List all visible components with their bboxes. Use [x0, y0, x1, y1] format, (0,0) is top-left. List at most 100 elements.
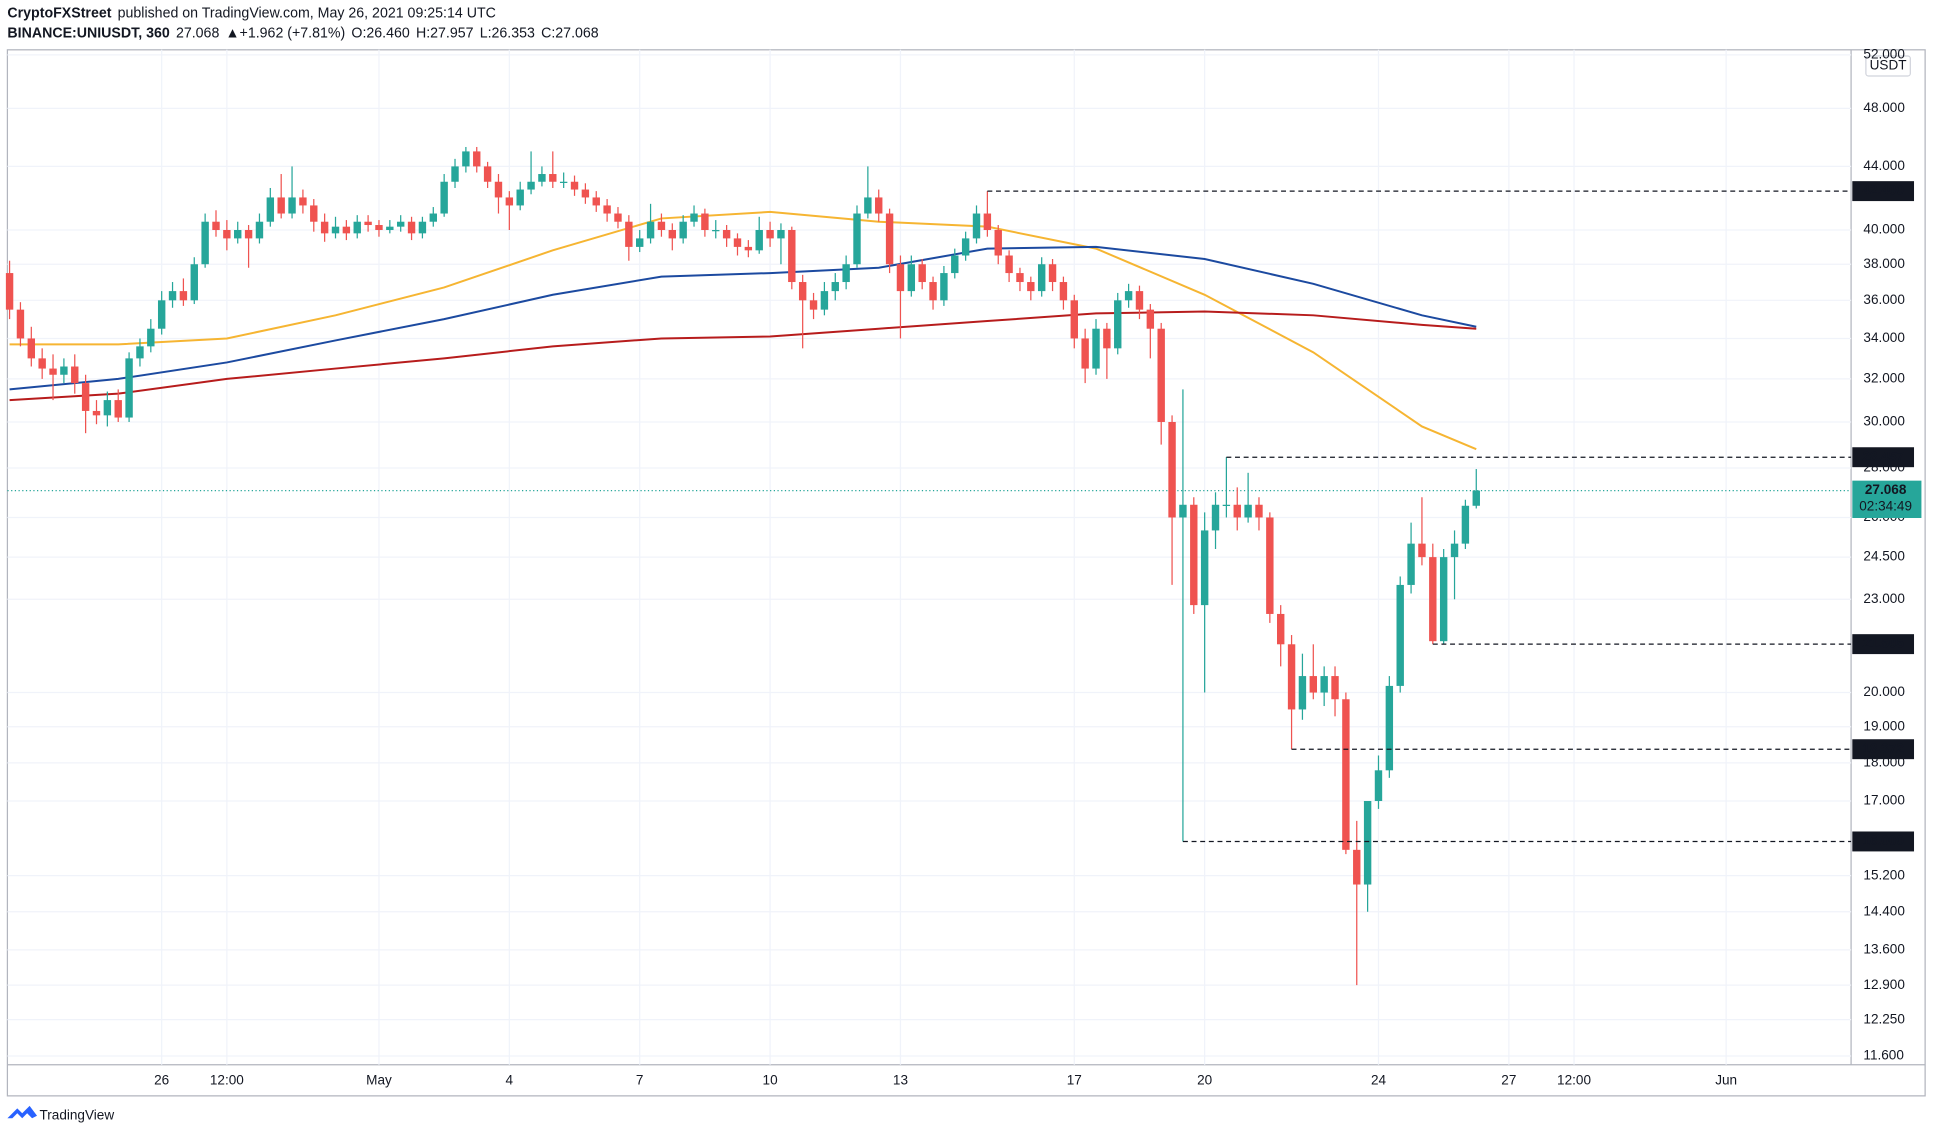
candle-body — [820, 291, 829, 310]
candle-body — [331, 226, 340, 234]
header-change: ▲+1.962 (+7.81%) — [226, 25, 346, 41]
candle-body — [712, 230, 720, 232]
candle-body — [5, 273, 14, 310]
last-price-label: 27.068 — [1865, 482, 1907, 497]
candle-body — [549, 174, 557, 182]
candle-body — [1255, 504, 1263, 518]
candle-body — [1222, 504, 1231, 507]
candle-body — [353, 221, 361, 234]
candle-body — [92, 410, 101, 416]
candle-body — [798, 282, 807, 301]
candle-body — [1266, 517, 1274, 614]
candle-body — [212, 221, 220, 231]
candle-body — [320, 221, 329, 234]
y-tick-label: 32.000 — [1863, 370, 1905, 385]
level-label-box — [1852, 634, 1915, 655]
candle-body — [875, 197, 883, 214]
y-tick-label: 12.250 — [1863, 1011, 1905, 1026]
candle-body — [1385, 685, 1394, 771]
candle-body — [255, 221, 264, 239]
candle-body — [1124, 291, 1133, 301]
frame — [6, 49, 1926, 1097]
candle-body — [1472, 490, 1480, 506]
x-tick-label: 12:00 — [1557, 1072, 1591, 1087]
candle-body — [179, 291, 188, 301]
candle-body — [483, 166, 492, 182]
candle-body — [1103, 328, 1111, 349]
candle-body — [559, 181, 568, 183]
candle-body — [234, 230, 242, 239]
unit-label: USDT — [1870, 58, 1908, 73]
x-tick-label: 12:00 — [210, 1072, 244, 1087]
y-tick-label: 19.000 — [1863, 718, 1905, 733]
candle-body — [375, 225, 383, 231]
x-tick-label: 17 — [1067, 1072, 1082, 1087]
candle-body — [49, 368, 57, 375]
moving-average — [9, 210, 1477, 451]
header-author: CryptoFXStreet — [7, 5, 111, 21]
candle-body — [1157, 328, 1165, 422]
candle-body — [918, 264, 926, 283]
candle-body — [440, 181, 448, 214]
y-tick-label: 34.000 — [1863, 330, 1905, 345]
candle-body — [679, 221, 687, 239]
header-price: 27.068 — [176, 25, 219, 41]
moving-average — [9, 245, 1477, 391]
candle-body — [1092, 328, 1100, 369]
header-symbol: BINANCE:UNIUSDT, 360 — [7, 25, 169, 41]
candle-body — [299, 197, 307, 206]
candles — [5, 146, 1480, 986]
candle-body — [994, 230, 1002, 256]
candle-body — [1070, 300, 1078, 339]
x-tick-label: 4 — [506, 1072, 514, 1087]
y-tick-label: 17.000 — [1863, 793, 1905, 808]
candle-body — [1374, 770, 1383, 801]
candle-body — [701, 213, 709, 231]
candle-body — [809, 300, 818, 310]
candle-body — [951, 255, 959, 274]
candle-body — [266, 197, 275, 222]
candle-body — [1396, 584, 1404, 686]
candle-body — [570, 181, 579, 190]
candle-body — [386, 226, 394, 231]
brand: TradingView — [7, 1105, 114, 1122]
candle-body — [603, 205, 611, 214]
candle-body — [168, 291, 177, 301]
candle-body — [1461, 505, 1470, 544]
candle-body — [1244, 504, 1252, 518]
candle-body — [1342, 699, 1350, 850]
candle-body — [864, 197, 872, 214]
y-tick-label: 11.600 — [1863, 1048, 1904, 1063]
header-open: O:26.460 — [351, 25, 409, 41]
moving-average — [9, 310, 1477, 402]
candle-body — [592, 197, 600, 206]
candle-body — [885, 213, 894, 265]
candle-body — [27, 338, 36, 359]
candle-body — [1363, 800, 1372, 885]
candle-body — [1081, 338, 1089, 369]
candle-body — [961, 238, 970, 256]
level-label: 16.000 — [1862, 833, 1904, 848]
candle-body — [744, 246, 753, 251]
candle-body — [1418, 543, 1426, 558]
candle-body — [1016, 273, 1024, 283]
candle-body — [60, 366, 68, 375]
x-tick-label: May — [366, 1072, 392, 1087]
candle-body — [396, 221, 405, 227]
grid — [7, 49, 1852, 1065]
candle-body — [451, 166, 459, 182]
candle-body — [1450, 543, 1459, 558]
candle-body — [766, 230, 774, 239]
header-close: C:27.068 — [541, 25, 599, 41]
candle-body — [244, 230, 253, 239]
candle-body — [1027, 282, 1035, 292]
candle-body — [1059, 282, 1068, 301]
candle-body — [201, 221, 209, 265]
candle-body — [342, 226, 351, 234]
brand-name: TradingView — [39, 1107, 114, 1122]
candle-body — [690, 213, 698, 222]
candle-body — [147, 328, 155, 347]
candle-body — [853, 213, 861, 265]
candle-body — [1298, 676, 1307, 710]
y-tick-label: 23.000 — [1863, 591, 1905, 606]
